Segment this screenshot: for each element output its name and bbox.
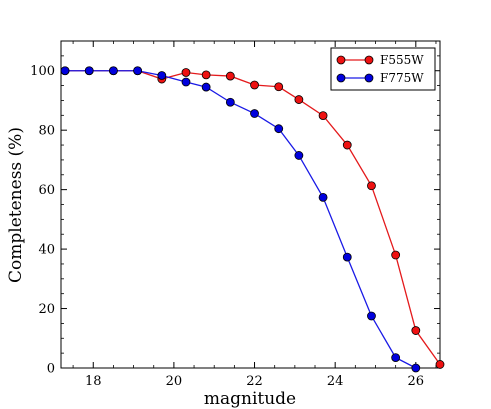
data-point-f775w	[367, 311, 376, 321]
data-point-f775w	[294, 151, 304, 160]
data-point-f555w	[391, 250, 401, 260]
data-point-f555w	[181, 68, 191, 77]
legend-marker-f775w	[336, 73, 346, 83]
x-tick-label: 24	[327, 374, 344, 389]
legend-label-f555w: F555W	[380, 53, 424, 67]
y-tick-label: 20	[38, 302, 55, 317]
data-point-f555w	[225, 71, 235, 81]
axis-ticks: 18 20 22 24 26 0 20 40 60 80 100	[30, 40, 440, 389]
data-point-f555w	[201, 70, 211, 80]
data-point-f555w	[294, 95, 304, 104]
data-point-f775w	[60, 66, 70, 76]
data-point-f555w	[411, 326, 421, 335]
x-axis-title: magnitude	[204, 389, 296, 409]
data-point-f555w	[435, 360, 445, 369]
data-point-f555w	[274, 82, 284, 92]
legend: F555W F775W	[330, 47, 436, 91]
data-point-f775w	[201, 82, 211, 92]
data-point-f775w	[342, 252, 352, 262]
legend-marker-f775w	[364, 73, 374, 83]
data-point-f555w	[250, 80, 259, 90]
legend-label-f775w: F775W	[380, 71, 424, 85]
y-tick-label: 80	[38, 124, 55, 139]
data-point-f555w	[367, 181, 376, 191]
y-tick-label: 100	[30, 64, 55, 79]
data-point-f775w	[318, 192, 328, 202]
legend-marker-f555w	[336, 55, 346, 65]
data-point-f775w	[181, 77, 191, 87]
x-tick-label: 18	[85, 374, 102, 389]
data-point-f555w	[318, 111, 328, 121]
x-tick-label: 26	[408, 374, 425, 389]
legend-marker-f555w	[364, 55, 374, 65]
y-tick-label: 40	[38, 243, 55, 258]
y-tick-label: 60	[38, 183, 55, 198]
x-tick-label: 20	[166, 374, 183, 389]
data-point-f555w	[342, 140, 352, 150]
series-line-f775w	[65, 70, 417, 369]
legend-box	[330, 47, 436, 91]
y-axis-title: Completeness (%)	[6, 127, 26, 283]
data-point-f775w	[411, 363, 421, 373]
series-points	[60, 66, 445, 373]
data-point-f775w	[84, 66, 94, 76]
x-tick-label: 22	[246, 374, 263, 389]
data-point-f775w	[133, 66, 143, 76]
data-point-f775w	[157, 71, 167, 80]
y-tick-label: 0	[47, 362, 55, 377]
data-point-f775w	[250, 109, 259, 118]
data-point-f775w	[225, 97, 235, 107]
data-point-f775w	[274, 124, 284, 134]
data-point-f775w	[391, 353, 401, 362]
data-point-f775w	[109, 66, 118, 76]
